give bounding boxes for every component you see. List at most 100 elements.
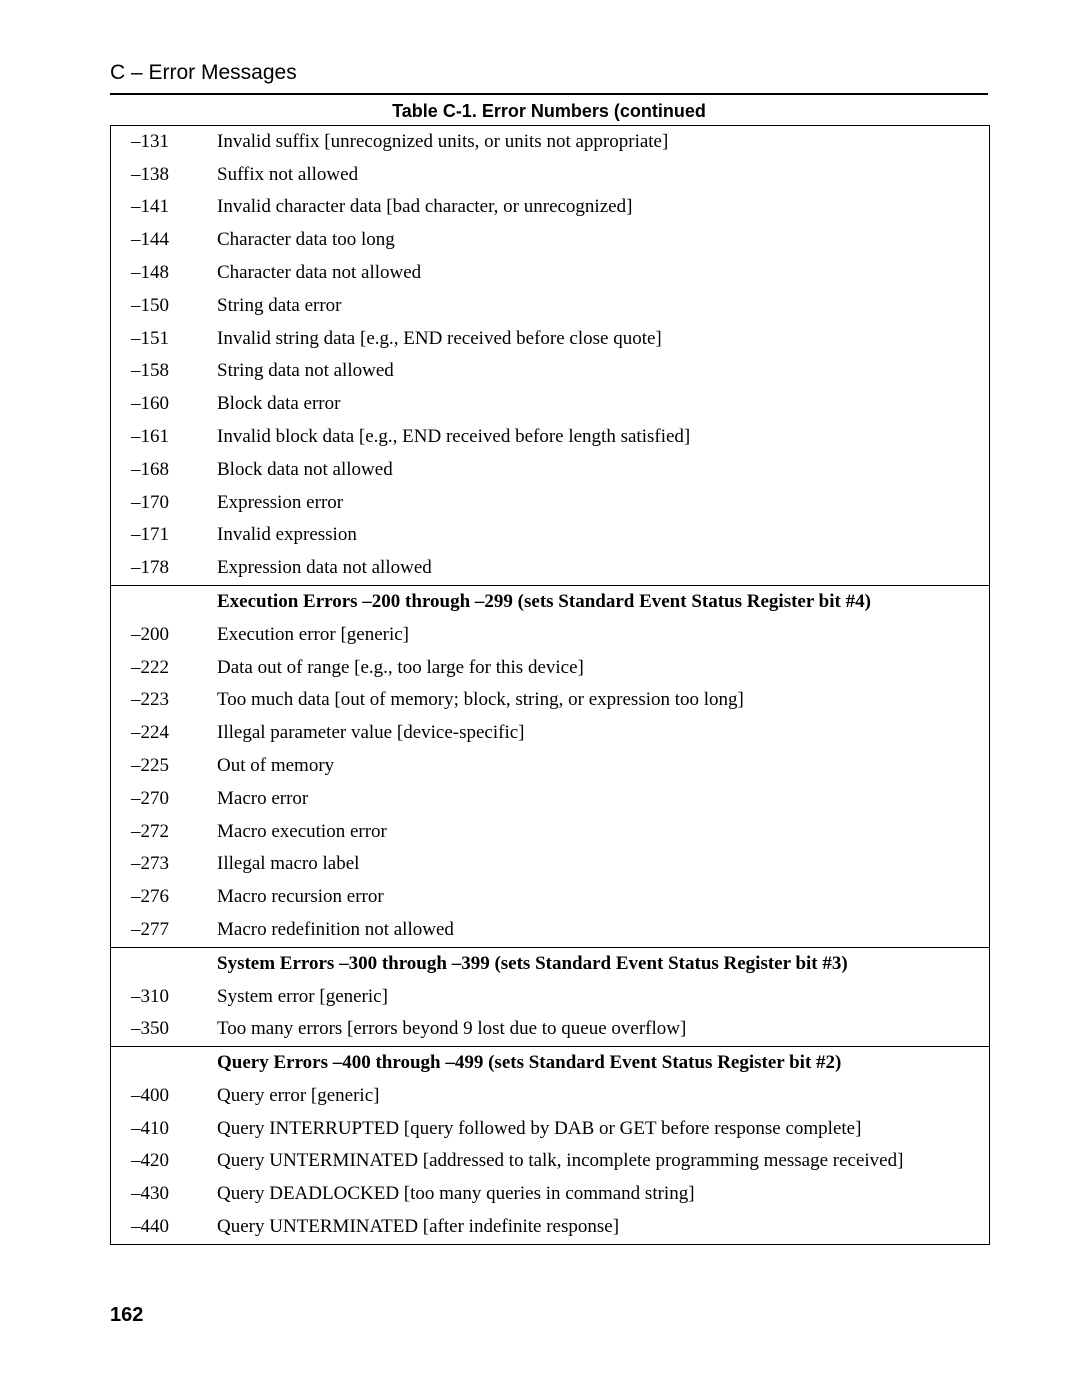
table-row: –150String data error	[111, 290, 989, 323]
error-description: String data error	[217, 295, 971, 318]
error-code: –223	[131, 689, 217, 712]
table-row: –170Expression error	[111, 487, 989, 520]
error-description: Expression data not allowed	[217, 557, 971, 580]
section-heading-row: Query Errors –400 through –499 (sets Sta…	[111, 1046, 989, 1080]
error-description: String data not allowed	[217, 360, 971, 383]
error-code: –273	[131, 853, 217, 876]
error-code: –171	[131, 524, 217, 547]
table-caption: Table C-1. Error Numbers (continued	[110, 101, 988, 123]
error-description: Macro recursion error	[217, 886, 971, 909]
table-row: –273Illegal macro label	[111, 848, 989, 881]
error-code: –410	[131, 1118, 217, 1141]
table-row: –168Block data not allowed	[111, 454, 989, 487]
table-row: –200Execution error [generic]	[111, 619, 989, 652]
section-heading: Query Errors –400 through –499 (sets Sta…	[217, 1052, 971, 1075]
error-description: Invalid character data [bad character, o…	[217, 196, 971, 219]
table-row: –410Query INTERRUPTED [query followed by…	[111, 1113, 989, 1146]
section-heading: System Errors –300 through –399 (sets St…	[217, 953, 971, 976]
table-row: –138Suffix not allowed	[111, 159, 989, 192]
table-row: –440Query UNTERMINATED [after indefinite…	[111, 1211, 989, 1244]
error-description: Too many errors [errors beyond 9 lost du…	[217, 1018, 971, 1041]
table-row: –158String data not allowed	[111, 355, 989, 388]
page-number: 162	[110, 1303, 143, 1327]
error-description: Query UNTERMINATED [after indefinite res…	[217, 1216, 971, 1239]
error-description: Data out of range [e.g., too large for t…	[217, 657, 971, 680]
error-description: Invalid expression	[217, 524, 971, 547]
error-description: Character data too long	[217, 229, 971, 252]
error-description: Too much data [out of memory; block, str…	[217, 689, 971, 712]
section-header: C – Error Messages	[110, 60, 988, 95]
error-description: Query DEADLOCKED [too many queries in co…	[217, 1183, 971, 1206]
error-code: –272	[131, 821, 217, 844]
error-description: Expression error	[217, 492, 971, 515]
error-description: Macro redefinition not allowed	[217, 919, 971, 942]
error-code: –148	[131, 262, 217, 285]
error-code: –222	[131, 657, 217, 680]
error-code: –310	[131, 986, 217, 1009]
error-code	[131, 1052, 217, 1075]
error-code: –158	[131, 360, 217, 383]
table-row: –430Query DEADLOCKED [too many queries i…	[111, 1178, 989, 1211]
error-code: –168	[131, 459, 217, 482]
error-description: Character data not allowed	[217, 262, 971, 285]
table-row: –350Too many errors [errors beyond 9 los…	[111, 1013, 989, 1046]
error-code: –151	[131, 328, 217, 351]
table-row: –277Macro redefinition not allowed	[111, 914, 989, 947]
table-row: –272Macro execution error	[111, 816, 989, 849]
error-code	[131, 953, 217, 976]
error-description: Block data error	[217, 393, 971, 416]
table-row: –151Invalid string data [e.g., END recei…	[111, 323, 989, 356]
table-row: –225Out of memory	[111, 750, 989, 783]
error-description: Macro error	[217, 788, 971, 811]
error-table: –131Invalid suffix [unrecognized units, …	[110, 125, 990, 1245]
error-code: –161	[131, 426, 217, 449]
error-code: –430	[131, 1183, 217, 1206]
error-code: –400	[131, 1085, 217, 1108]
error-description: Query error [generic]	[217, 1085, 971, 1108]
table-row: –400Query error [generic]	[111, 1080, 989, 1113]
error-description: Block data not allowed	[217, 459, 971, 482]
error-description: Illegal parameter value [device-specific…	[217, 722, 971, 745]
error-description: Out of memory	[217, 755, 971, 778]
error-description: Query UNTERMINATED [addressed to talk, i…	[217, 1150, 971, 1173]
table-row: –148Character data not allowed	[111, 257, 989, 290]
error-code: –141	[131, 196, 217, 219]
error-description: System error [generic]	[217, 986, 971, 1009]
error-code: –131	[131, 131, 217, 154]
table-row: –223Too much data [out of memory; block,…	[111, 684, 989, 717]
error-description: Illegal macro label	[217, 853, 971, 876]
page: C – Error Messages Table C-1. Error Numb…	[0, 0, 1080, 1397]
error-code: –150	[131, 295, 217, 318]
error-code	[131, 591, 217, 614]
table-row: –144Character data too long	[111, 224, 989, 257]
table-row: –222Data out of range [e.g., too large f…	[111, 652, 989, 685]
error-code: –160	[131, 393, 217, 416]
error-code: –138	[131, 164, 217, 187]
table-row: –161Invalid block data [e.g., END receiv…	[111, 421, 989, 454]
error-description: Macro execution error	[217, 821, 971, 844]
table-row: –160Block data error	[111, 388, 989, 421]
table-row: –178Expression data not allowed	[111, 552, 989, 585]
table-row: –420Query UNTERMINATED [addressed to tal…	[111, 1145, 989, 1178]
error-code: –276	[131, 886, 217, 909]
table-row: –131Invalid suffix [unrecognized units, …	[111, 126, 989, 159]
error-code: –277	[131, 919, 217, 942]
error-code: –224	[131, 722, 217, 745]
error-code: –200	[131, 624, 217, 647]
error-code: –170	[131, 492, 217, 515]
table-row: –270Macro error	[111, 783, 989, 816]
table-row: –141Invalid character data [bad characte…	[111, 191, 989, 224]
error-code: –350	[131, 1018, 217, 1041]
error-description: Invalid block data [e.g., END received b…	[217, 426, 971, 449]
error-code: –440	[131, 1216, 217, 1239]
table-row: –276Macro recursion error	[111, 881, 989, 914]
section-heading-row: System Errors –300 through –399 (sets St…	[111, 947, 989, 981]
error-description: Execution error [generic]	[217, 624, 971, 647]
error-description: Invalid suffix [unrecognized units, or u…	[217, 131, 971, 154]
section-heading-row: Execution Errors –200 through –299 (sets…	[111, 585, 989, 619]
error-code: –270	[131, 788, 217, 811]
error-code: –225	[131, 755, 217, 778]
section-heading: Execution Errors –200 through –299 (sets…	[217, 591, 971, 614]
error-code: –178	[131, 557, 217, 580]
error-description: Invalid string data [e.g., END received …	[217, 328, 971, 351]
